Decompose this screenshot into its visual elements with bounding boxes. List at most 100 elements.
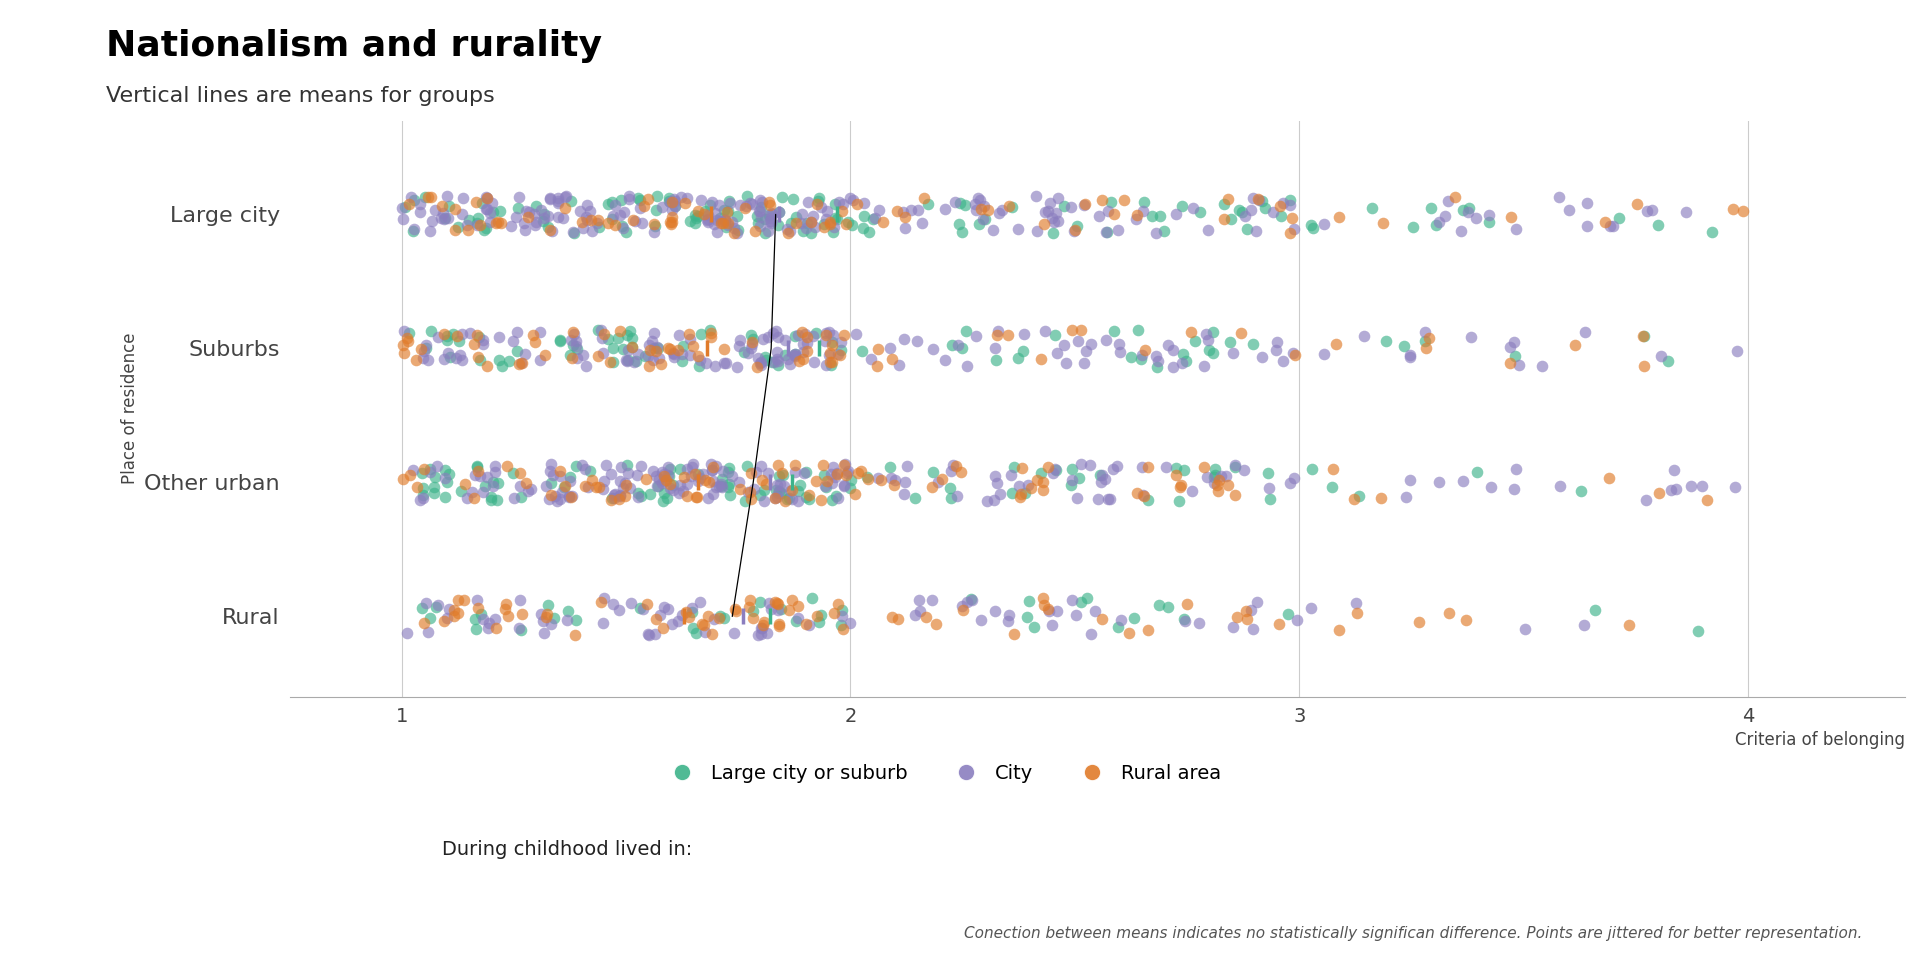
- Point: [682, 210, 712, 226]
- Point: [868, 215, 899, 230]
- Point: [1092, 204, 1123, 219]
- Point: [445, 348, 476, 363]
- Point: [801, 324, 831, 340]
- Point: [1152, 337, 1183, 352]
- Point: [472, 469, 503, 485]
- Point: [444, 219, 474, 234]
- Point: [637, 325, 668, 341]
- Point: [428, 326, 459, 342]
- Point: [720, 602, 751, 617]
- Point: [388, 211, 419, 227]
- Point: [1027, 474, 1058, 490]
- Point: [816, 216, 847, 231]
- Point: [791, 489, 822, 504]
- Point: [889, 331, 920, 347]
- Point: [649, 485, 680, 500]
- Point: [599, 488, 630, 503]
- Point: [780, 465, 810, 480]
- Point: [983, 324, 1014, 339]
- Point: [810, 327, 841, 343]
- Point: [1069, 196, 1100, 211]
- Point: [541, 190, 572, 205]
- Point: [808, 458, 839, 473]
- Point: [1452, 204, 1482, 220]
- Point: [1670, 204, 1701, 220]
- Point: [639, 218, 670, 233]
- Point: [480, 459, 511, 474]
- Point: [497, 334, 528, 349]
- Point: [651, 491, 682, 506]
- Point: [710, 204, 741, 220]
- Point: [756, 206, 787, 222]
- Point: [580, 480, 611, 495]
- Point: [584, 348, 614, 364]
- Point: [1409, 324, 1440, 340]
- Point: [816, 492, 847, 508]
- Point: [814, 324, 845, 340]
- Point: [607, 218, 637, 233]
- Point: [1219, 488, 1250, 503]
- Point: [1006, 461, 1037, 476]
- Point: [484, 203, 515, 218]
- Point: [461, 216, 492, 231]
- Point: [720, 603, 751, 618]
- Point: [622, 486, 653, 501]
- Point: [705, 611, 735, 626]
- Point: [1127, 459, 1158, 474]
- Point: [710, 212, 741, 228]
- Point: [822, 347, 852, 362]
- Point: [536, 456, 566, 471]
- Point: [716, 468, 747, 484]
- Point: [534, 492, 564, 507]
- Point: [883, 358, 914, 373]
- Point: [902, 203, 933, 218]
- Point: [1121, 207, 1152, 223]
- Point: [622, 490, 653, 505]
- Point: [555, 469, 586, 485]
- Point: [674, 325, 705, 341]
- Point: [528, 211, 559, 227]
- Point: [891, 474, 922, 490]
- Point: [1140, 226, 1171, 241]
- Point: [684, 473, 714, 489]
- Point: [808, 478, 839, 493]
- Point: [655, 342, 685, 357]
- Y-axis label: Place of residence: Place of residence: [121, 333, 138, 485]
- Point: [1029, 204, 1060, 220]
- Point: [1267, 195, 1298, 210]
- Point: [751, 476, 781, 492]
- Point: [1010, 486, 1041, 501]
- Point: [866, 472, 897, 488]
- Point: [1365, 491, 1396, 506]
- Point: [478, 475, 509, 491]
- Point: [1018, 619, 1048, 635]
- Point: [394, 325, 424, 341]
- Point: [705, 608, 735, 623]
- Point: [1127, 204, 1158, 219]
- Point: [536, 616, 566, 632]
- Point: [685, 470, 716, 486]
- Point: [584, 219, 614, 234]
- Point: [828, 621, 858, 636]
- Point: [774, 490, 804, 505]
- Point: [1308, 347, 1338, 362]
- Point: [1175, 324, 1206, 340]
- Point: [1246, 349, 1277, 365]
- Point: [1102, 458, 1133, 473]
- Text: Vertical lines are means for groups: Vertical lines are means for groups: [106, 86, 493, 107]
- Point: [1050, 355, 1081, 371]
- Point: [426, 211, 457, 227]
- Point: [1002, 350, 1033, 366]
- Point: [935, 491, 966, 506]
- Point: [1108, 192, 1139, 207]
- Point: [753, 466, 783, 481]
- Point: [693, 491, 724, 506]
- Point: [747, 194, 778, 209]
- Point: [793, 488, 824, 503]
- Point: [1162, 468, 1192, 483]
- Point: [432, 611, 463, 626]
- Point: [804, 492, 835, 508]
- Point: [670, 605, 701, 620]
- Point: [526, 606, 557, 621]
- Point: [599, 491, 630, 506]
